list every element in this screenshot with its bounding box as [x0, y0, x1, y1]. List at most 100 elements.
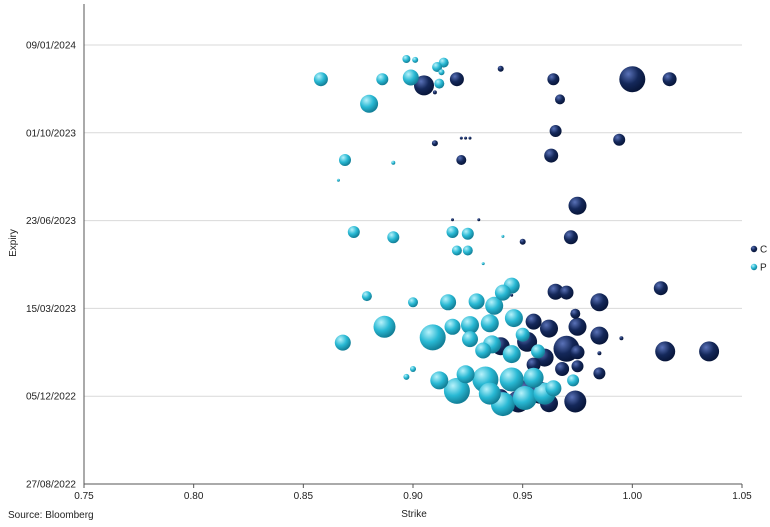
bubble-p [461, 316, 479, 335]
legend-marker-p [750, 263, 758, 271]
bubble-p [475, 342, 492, 359]
x-tick-label: 1.00 [623, 491, 643, 502]
y-tick-label: 15/03/2023 [26, 304, 76, 315]
bubble-p [456, 365, 475, 384]
bubble-c [468, 136, 472, 140]
bubble-c [699, 341, 720, 362]
bubble-p [523, 367, 544, 388]
bubble-p [402, 69, 419, 86]
bubble-c [563, 230, 578, 245]
bubble-p [461, 227, 474, 240]
bubble-c [655, 341, 676, 362]
bubble-c [570, 345, 585, 360]
y-tick-label: 05/12/2022 [26, 392, 76, 403]
bubble-p [361, 291, 372, 302]
bubble-p [531, 344, 545, 359]
y-tick-label: 01/10/2023 [26, 128, 76, 139]
bubble-c [432, 90, 437, 95]
y-tick-label: 09/01/2024 [26, 41, 76, 52]
x-tick-label: 0.75 [74, 491, 94, 502]
bubble-p [567, 374, 580, 387]
bubble-p [403, 373, 410, 380]
axes [83, 4, 743, 488]
bubble-p [334, 334, 351, 351]
bubble-c [619, 336, 624, 341]
bubble-c [510, 293, 514, 297]
bubble-c [597, 351, 602, 356]
bubble-c [525, 313, 542, 330]
legend-marker-c [750, 245, 758, 253]
bubble-c [549, 125, 562, 137]
bubble-p [410, 366, 416, 372]
bubble-c [449, 72, 464, 87]
legend-label-c: C [760, 245, 767, 256]
bubble-p [412, 56, 419, 63]
bubble-c [497, 65, 504, 72]
bubble-p [391, 160, 396, 165]
bubble-c [590, 293, 609, 312]
bubble-c [464, 136, 468, 140]
bubble-c [456, 155, 467, 165]
bubble-p [402, 55, 411, 63]
bubble-c [451, 218, 454, 222]
bubble-c [568, 317, 587, 336]
bubble-p [443, 377, 470, 404]
bubble-p [360, 94, 379, 113]
grid-lines [84, 44, 742, 397]
bubble-p [408, 297, 418, 308]
bubble-p [339, 154, 351, 166]
x-axis-tick-labels: 0.75 0.80 0.85 0.90 0.95 1.00 1.05 [74, 491, 752, 502]
bubble-c [540, 319, 558, 338]
bubble-p [501, 234, 505, 238]
bubble-p [451, 245, 462, 256]
bubble-p [494, 284, 511, 301]
bubble-c [519, 238, 526, 245]
bubble-c [526, 357, 541, 372]
bubble-c [459, 136, 463, 140]
bubble-p [313, 72, 328, 87]
bubble-c [564, 390, 587, 413]
bubble-c [613, 133, 626, 146]
bubble-p [440, 294, 457, 311]
y-axis-title: Expiry [8, 229, 19, 257]
bubble-c [653, 281, 668, 296]
x-tick-label: 0.80 [184, 491, 204, 502]
bubble-p [468, 293, 485, 310]
bubble-c [571, 360, 584, 373]
bubble-c [559, 285, 574, 300]
bubble-p [480, 314, 499, 333]
bubble-p [446, 226, 459, 238]
bubble-c [477, 218, 481, 222]
x-tick-label: 0.85 [294, 491, 314, 502]
bubble-c [544, 148, 559, 163]
bubble-p [481, 262, 485, 266]
y-tick-label: 23/06/2023 [26, 216, 76, 227]
bubble-c [431, 140, 438, 147]
bubble-p [515, 327, 530, 342]
bubble-c [619, 66, 646, 93]
bubble-p [432, 62, 443, 72]
bubble-c [555, 94, 565, 105]
bubble-p [502, 345, 521, 364]
bubble-p [438, 69, 445, 76]
bubble-p [419, 324, 446, 351]
bubble-c [547, 283, 564, 300]
bubble-c [414, 75, 434, 96]
bubble-p [478, 382, 501, 405]
bubble-p [434, 78, 445, 89]
x-axis-title: Strike [401, 509, 427, 520]
bubble-p [462, 331, 478, 348]
bubble-p [387, 231, 400, 244]
bubble-c [570, 308, 581, 319]
y-tick-label: 27/08/2022 [26, 480, 76, 491]
data-marks [313, 55, 720, 417]
bubble-c [547, 73, 560, 86]
bubble-p [512, 386, 537, 410]
bubble-p [336, 178, 340, 182]
legend: CP [750, 245, 767, 274]
bubble-p [376, 73, 389, 86]
bubble-p [444, 318, 461, 335]
bubble-c [593, 367, 606, 380]
bubble-p [545, 380, 562, 397]
